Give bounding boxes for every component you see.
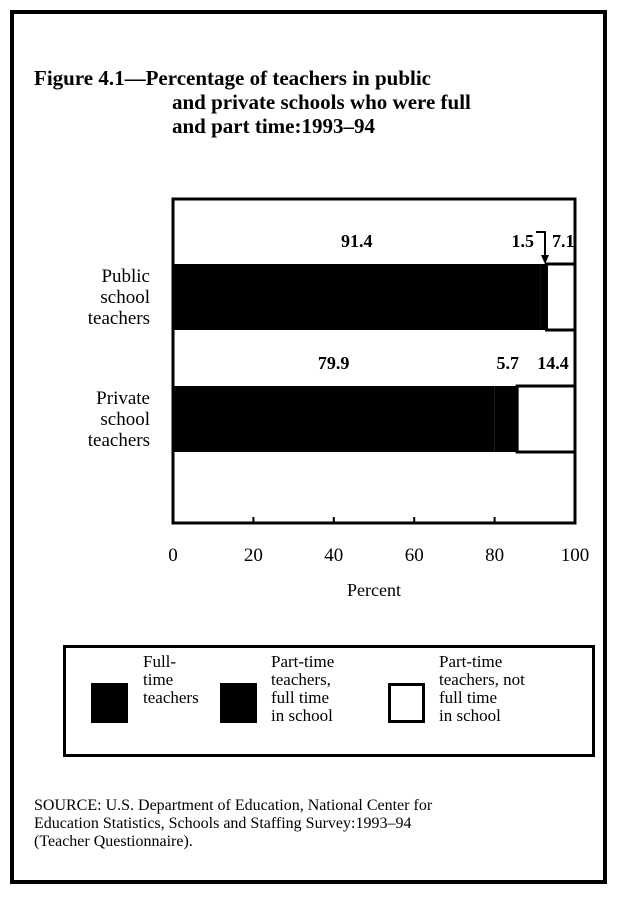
category-label: school xyxy=(100,287,150,308)
legend-label-part-time-not-in-school: Part-time teachers, not full time in sch… xyxy=(439,653,549,725)
legend-label-full-time: Full- time teachers xyxy=(143,653,253,707)
data-label: 14.4 xyxy=(537,353,569,373)
title-line-2: and private schools who were full xyxy=(172,90,471,114)
x-tick-label: 60 xyxy=(405,545,424,566)
legend: Full- time teachers Part-time teachers, … xyxy=(63,645,595,757)
legend-swatch-part-time-full-in-school xyxy=(220,683,257,723)
x-axis-title: Percent xyxy=(347,580,401,600)
legend-label-line: teachers xyxy=(143,688,199,707)
source-line: Education Statistics, Schools and Staffi… xyxy=(34,815,412,832)
legend-label-line: full time xyxy=(271,688,330,707)
legend-label-line: Part-time xyxy=(271,652,335,671)
figure-title-text: Percentage of teachers in public and pri… xyxy=(34,66,594,138)
bar-segment xyxy=(540,264,547,330)
data-label: 91.4 xyxy=(341,231,373,251)
category-label: teachers xyxy=(88,430,150,451)
x-tick-label: 0 xyxy=(168,545,178,566)
source-line: (Teacher Questionnaire). xyxy=(34,833,193,850)
x-tick-label: 20 xyxy=(244,545,263,566)
legend-label-line: teachers, not xyxy=(439,670,525,689)
bar-segment xyxy=(173,386,495,452)
x-tick-label: 40 xyxy=(324,545,343,566)
data-label: 1.5 xyxy=(512,231,535,251)
legend-label-line: Part-time xyxy=(439,652,503,671)
source-note: SOURCE: U.S. Department of Education, Na… xyxy=(34,797,604,851)
category-label: Public xyxy=(101,266,150,287)
category-label: Private xyxy=(96,388,150,409)
legend-label-part-time-full-in-school: Part-time teachers, full time in school xyxy=(271,653,381,725)
bar-segment xyxy=(494,386,518,452)
bar-segment xyxy=(173,264,541,330)
category-label: teachers xyxy=(88,308,150,329)
bar-segment xyxy=(544,262,577,332)
legend-swatch-full-time xyxy=(91,683,128,723)
data-label: 5.7 xyxy=(497,353,520,373)
legend-label-line: time xyxy=(143,670,174,689)
figure-title: Figure 4.1— Percentage of teachers in pu… xyxy=(34,66,594,138)
category-label: school xyxy=(100,409,150,430)
legend-label-line: teachers, xyxy=(271,670,331,689)
x-tick-label: 100 xyxy=(561,545,590,566)
figure-frame xyxy=(10,10,607,884)
legend-label-line: in school xyxy=(439,706,501,725)
pointer-arrow-head xyxy=(541,255,549,264)
legend-label-line: Full- xyxy=(143,652,177,671)
pointer-arrow-line xyxy=(536,231,546,262)
source-line: SOURCE: U.S. Department of Education, Na… xyxy=(34,797,433,814)
legend-label-line: in school xyxy=(271,706,333,725)
plot-frame xyxy=(171,197,577,525)
data-label: 7.1 xyxy=(552,231,575,251)
title-line-3: and part time:1993–94 xyxy=(172,114,375,138)
legend-swatch-part-time-not-in-school xyxy=(388,683,425,723)
title-line-1: Percentage of teachers in public xyxy=(145,66,431,90)
bar-segment xyxy=(515,384,577,454)
legend-label-line: full time xyxy=(439,688,498,707)
figure-number: Figure 4.1— xyxy=(34,66,146,90)
x-tick-label: 80 xyxy=(485,545,504,566)
data-label: 79.9 xyxy=(318,353,350,373)
